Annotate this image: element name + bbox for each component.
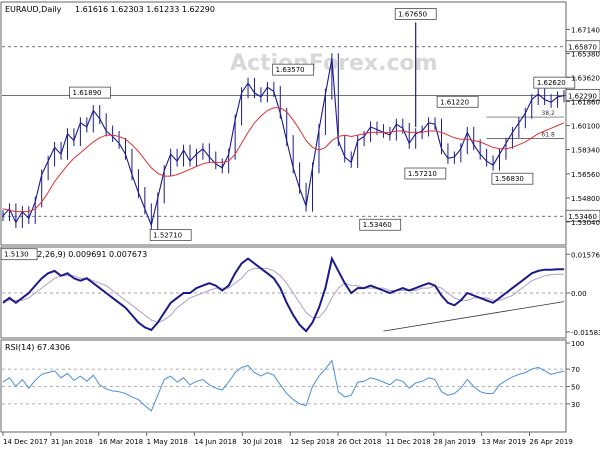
price-y-tick-label: 1.58340 (571, 147, 600, 155)
x-tick-label: 31 Jan 2018 (51, 438, 93, 446)
price-annotation-label: 1.57210 (408, 170, 437, 178)
macd-y-tick-label: -0.015834 (571, 329, 600, 337)
price-annotation-label: 1.62620 (537, 79, 566, 87)
x-tick-label: 16 Mar 2018 (99, 438, 143, 446)
rsi-y-tick-label: 70 (571, 366, 580, 374)
price-y-tick-label: 1.61860 (571, 99, 600, 107)
x-tick-label: 26 Apr 2019 (529, 438, 572, 446)
rsi-y-tick-label: 30 (571, 401, 580, 409)
price-annotation-box (394, 8, 437, 20)
price-annotation-label: 1.67650 (398, 10, 427, 18)
price-annotation-box (491, 172, 534, 185)
rsi-header: RSI(14) 67.4306 (5, 343, 70, 352)
macd-header: MACD(12,26,9) 0.009691 0.007673 (5, 250, 147, 259)
price-annotation-box (533, 76, 576, 89)
x-tick-label: 14 Jun 2018 (194, 438, 236, 446)
price-annotation-box (359, 218, 402, 231)
price-level-box (565, 40, 600, 53)
rsi-y-tick-label: 50 (571, 384, 580, 392)
x-tick-label: 26 Oct 2018 (338, 438, 381, 446)
rsi-y-tick-label: 100 (571, 340, 584, 348)
macd-series (2, 255, 565, 333)
x-axis: 14 Dec 2017 31 Jan 2018 16 Mar 2018 1 May 2… (2, 432, 573, 446)
price-header-ohlc: 1.61616 1.62303 1.61233 1.62290 (75, 5, 215, 14)
price-close-line (2, 58, 565, 228)
price-y-tick-label: 1.53040 (571, 219, 600, 227)
macd-y-tick-label: 0.00 (571, 290, 587, 298)
x-tick-label: 28 Jan 2019 (434, 438, 476, 446)
price-annotation-box (436, 95, 479, 108)
fib-label: 61.8 (541, 132, 555, 139)
macd-y-tick-label: 0.015762 (571, 251, 600, 259)
price-level-box (565, 89, 600, 101)
rsi-y-axis: 100 70 50 30 (566, 340, 584, 409)
price-header-symbol: EURAUD,Daily (5, 5, 62, 14)
rsi-series (2, 359, 565, 412)
price-level-label: 1.53460 (568, 213, 597, 221)
price-y-tick-label: 1.63620 (571, 74, 600, 82)
price-annotation-box (404, 167, 447, 180)
price-annotation-label: 1.5130 (4, 251, 29, 259)
x-tick-label: 14 Dec 2017 (3, 438, 48, 446)
x-tick-label: 1 May 2018 (147, 438, 188, 446)
price-y-tick-label: 1.56560 (571, 171, 600, 179)
price-y-tick-label: 1.65380 (571, 50, 600, 58)
price-annotation-box (0, 248, 38, 261)
price-y-axis: 1.67140 1.65380 1.63620 1.61860 1.60100 1.583… (566, 26, 600, 227)
fib-label: 38.2 (541, 110, 555, 117)
price-level-box (565, 209, 600, 222)
price-y-tick-label: 1.54800 (571, 195, 600, 203)
price-level-label: 1.65870 (568, 44, 597, 52)
macd-trendline (383, 301, 565, 332)
price-y-tick-label: 1.67140 (571, 26, 600, 34)
macd-y-axis: 0.015762 0.00 -0.015834 (566, 251, 600, 337)
watermark: ActionForex.com (230, 51, 438, 76)
price-annotation-box (149, 229, 192, 241)
price-annotation-label: 1.56830 (495, 175, 524, 183)
rsi-grid (2, 368, 566, 405)
price-series (2, 22, 565, 231)
price-annotation-label: 1.53460 (363, 221, 392, 229)
price-y-tick-label: 1.60100 (571, 123, 600, 131)
price-annotations: 1.5130 1.61890 1.52710 1.63570 1.53460 1.6765… (0, 8, 576, 261)
price-annotation-label: 1.52710 (153, 231, 182, 239)
price-annotation-box (69, 86, 111, 99)
x-tick-label: 11 Dec 2018 (386, 438, 431, 446)
macd-line (2, 255, 564, 333)
price-annotation-box (272, 63, 315, 76)
price-panel-frame (0, 1, 567, 246)
x-tick-label: 30 Jul 2018 (242, 438, 282, 446)
price-annotation-label: 1.61890 (73, 89, 102, 97)
price-level-label: 1.62290 (568, 93, 597, 101)
rsi-line (2, 359, 565, 412)
moving-average-line (2, 107, 565, 213)
macd-signal-line (3, 267, 565, 324)
x-tick-label: 12 Sep 2018 (290, 438, 334, 446)
price-annotation-label: 1.63570 (276, 66, 305, 74)
price-annotation-label: 1.61220 (440, 98, 469, 106)
x-tick-label: 13 Mar 2019 (482, 438, 526, 446)
